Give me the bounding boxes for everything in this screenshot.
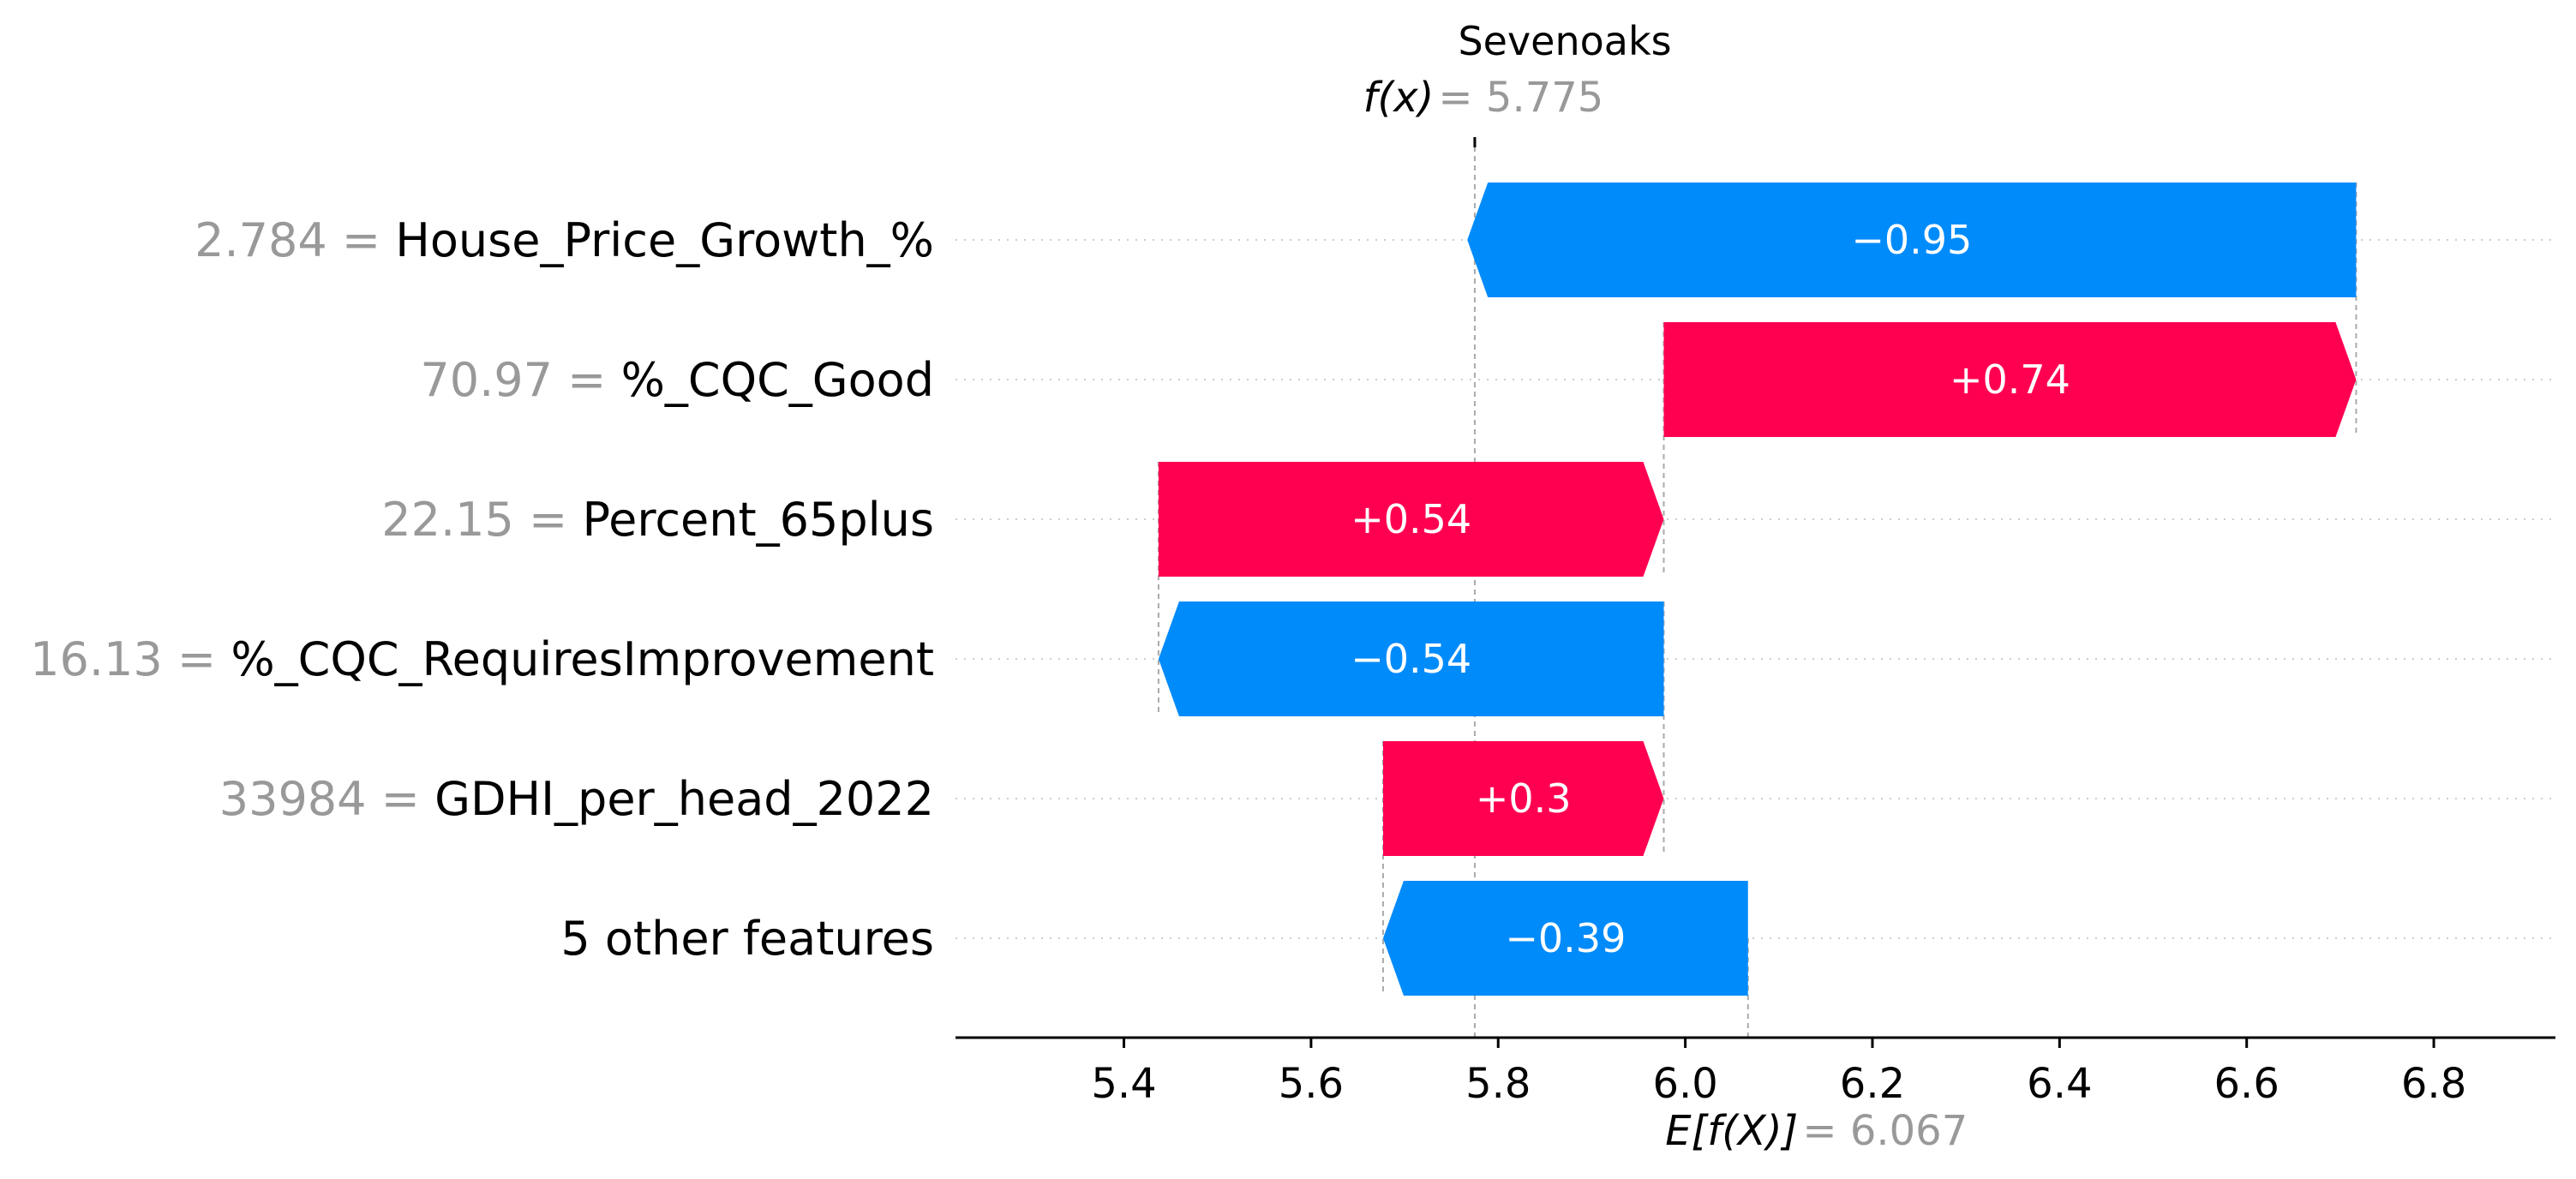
feature-name: %_CQC_Good [621,353,934,407]
feature-value: 22.15 = [381,493,582,547]
feature-name: House_Price_Growth_% [395,213,934,267]
fx-label: f(x) [1363,74,1435,122]
x-tick-label: 5.6 [1279,1060,1344,1108]
bar-value-label: +0.54 [1351,496,1471,542]
bar-positive [1382,741,1664,856]
x-tick-label: 5.8 [1465,1060,1531,1108]
chart-title: Sevenoaks [1458,18,1671,64]
x-axis: 5.4 5.6 5.8 6.0 6.2 6.4 6.6 6.8 [956,1036,2555,1108]
fx-equals: = [1438,74,1485,122]
bar-positive [1663,322,2357,437]
ex-value: 6.067 [1850,1107,1968,1155]
feature-value: 16.13 = [30,632,231,686]
feature-value: 2.784 = [195,213,395,267]
bar-value-label: −0.54 [1351,636,1471,682]
feature-labels: 2.784 = House_Price_Growth_% 70.97 = %_CQ… [30,213,934,966]
feature-label: 33984 = GDHI_per_head_2022 [219,772,934,826]
x-tick-label: 6.4 [2027,1060,2092,1108]
ex-label: E[f(X)] [1665,1107,1798,1155]
x-tick-label: 6.2 [1840,1060,1905,1108]
x-tick-label: 6.6 [2214,1060,2279,1108]
feature-name: 5 other features [560,912,934,966]
bars: −0.95 +0.74 +0.54 −0.54 +0.3 −0.39 [1158,183,2357,996]
bar-value-label: +0.3 [1476,775,1572,822]
x-tick-label: 5.4 [1091,1060,1156,1108]
feature-label: 2.784 = House_Price_Growth_% [195,213,934,267]
feature-name: GDHI_per_head_2022 [434,772,934,826]
bar-negative [1158,601,1664,716]
feature-name: Percent_65plus [582,493,934,547]
fx-value: 5.775 [1486,74,1603,122]
feature-value: 33984 = [219,772,434,826]
feature-name: %_CQC_RequiresImprovement [231,632,934,686]
x-tick-label: 6.0 [1652,1060,1717,1108]
feature-label: 16.13 = %_CQC_RequiresImprovement [30,632,934,686]
bar-negative [1467,183,2357,297]
ex-annotation: E[f(X)] = 6.067 [1665,1107,1968,1155]
bar-value-label: +0.74 [1950,356,2070,403]
feature-label: 22.15 = Percent_65plus [381,493,934,547]
bar-positive [1158,462,1664,577]
fx-annotation: f(x) = 5.775 [1363,74,1604,122]
bar-value-label: −0.95 [1851,217,1972,263]
feature-label: 5 other features [560,912,934,966]
feature-label: 70.97 = %_CQC_Good [420,353,934,407]
x-tick-label: 6.8 [2401,1060,2466,1108]
bar-negative [1382,881,1748,996]
feature-value: 70.97 = [420,353,620,407]
bar-value-label: −0.39 [1505,915,1626,961]
ex-equals: = [1802,1107,1849,1155]
